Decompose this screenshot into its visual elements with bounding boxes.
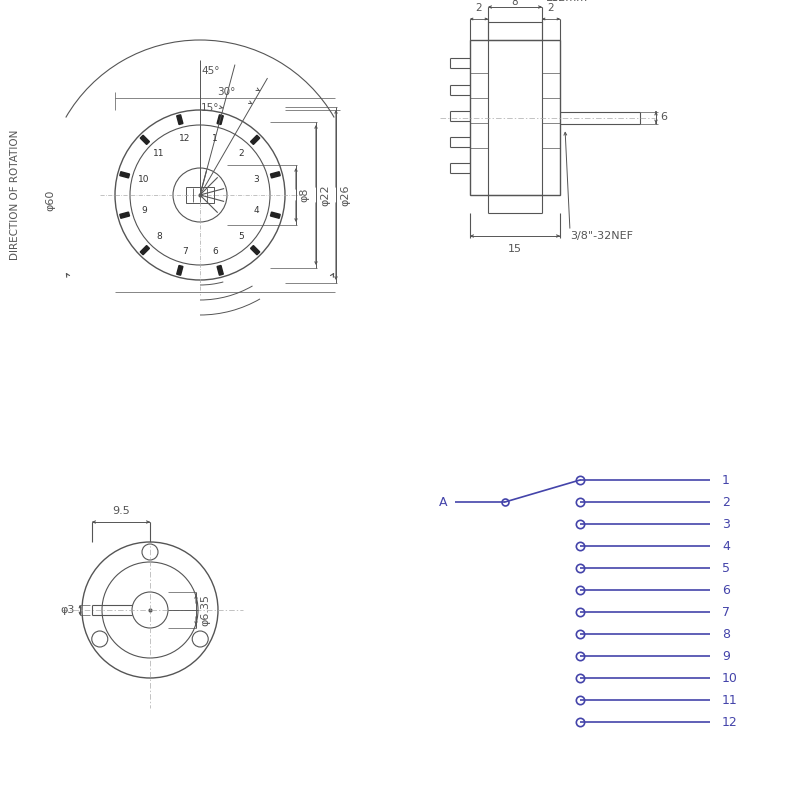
Text: 4: 4 bbox=[722, 539, 730, 553]
Text: L12mm: L12mm bbox=[546, 0, 588, 3]
Bar bbox=[488, 40, 542, 195]
Text: 5: 5 bbox=[722, 562, 730, 574]
Text: φ6.35: φ6.35 bbox=[200, 594, 210, 626]
Text: 9.5: 9.5 bbox=[112, 506, 130, 516]
Polygon shape bbox=[271, 172, 280, 178]
Text: 12: 12 bbox=[179, 134, 191, 143]
Text: 9: 9 bbox=[141, 206, 147, 214]
Polygon shape bbox=[177, 266, 183, 275]
Text: 3/8"-32NEF: 3/8"-32NEF bbox=[570, 231, 633, 241]
Bar bbox=[470, 40, 560, 195]
Text: 2: 2 bbox=[548, 3, 554, 13]
Text: 2: 2 bbox=[722, 495, 730, 509]
Text: φ3: φ3 bbox=[60, 605, 75, 615]
Text: 10: 10 bbox=[138, 175, 150, 185]
Text: 9: 9 bbox=[722, 650, 730, 662]
Text: 2: 2 bbox=[476, 3, 482, 13]
Text: 11: 11 bbox=[722, 694, 738, 706]
Text: 6: 6 bbox=[660, 113, 667, 122]
Text: 11: 11 bbox=[153, 150, 165, 158]
Text: 15°: 15° bbox=[201, 102, 220, 113]
Text: 30°: 30° bbox=[217, 87, 236, 98]
Text: 45°: 45° bbox=[201, 66, 220, 77]
Text: 1: 1 bbox=[212, 134, 218, 143]
Text: 1: 1 bbox=[722, 474, 730, 486]
Polygon shape bbox=[217, 266, 223, 275]
Text: 8: 8 bbox=[512, 0, 518, 7]
Polygon shape bbox=[250, 135, 260, 145]
Text: φ8: φ8 bbox=[299, 188, 309, 202]
Text: 8: 8 bbox=[156, 231, 162, 241]
Text: A: A bbox=[439, 495, 447, 509]
Polygon shape bbox=[217, 114, 223, 125]
Text: 8: 8 bbox=[722, 627, 730, 641]
Text: φ22: φ22 bbox=[320, 184, 330, 206]
Text: 6: 6 bbox=[212, 246, 218, 255]
Text: DIRECTION OF ROTATION: DIRECTION OF ROTATION bbox=[10, 130, 20, 260]
Text: 15: 15 bbox=[508, 244, 522, 254]
Polygon shape bbox=[250, 246, 260, 254]
Polygon shape bbox=[120, 172, 130, 178]
Text: 5: 5 bbox=[238, 231, 244, 241]
Polygon shape bbox=[271, 212, 280, 218]
Text: 2: 2 bbox=[238, 150, 244, 158]
Text: 10: 10 bbox=[722, 671, 738, 685]
Text: 3: 3 bbox=[722, 518, 730, 530]
Text: 6: 6 bbox=[722, 583, 730, 597]
Text: φ26: φ26 bbox=[340, 184, 350, 206]
Polygon shape bbox=[141, 135, 149, 145]
Text: φ60: φ60 bbox=[45, 190, 55, 210]
Polygon shape bbox=[177, 114, 183, 125]
Text: 12: 12 bbox=[722, 715, 738, 729]
Text: 7: 7 bbox=[722, 606, 730, 618]
Bar bbox=[186, 187, 214, 203]
Polygon shape bbox=[141, 246, 149, 254]
Text: 3: 3 bbox=[253, 175, 259, 185]
Text: 7: 7 bbox=[182, 246, 188, 255]
Text: 4: 4 bbox=[254, 206, 259, 214]
Polygon shape bbox=[120, 212, 130, 218]
